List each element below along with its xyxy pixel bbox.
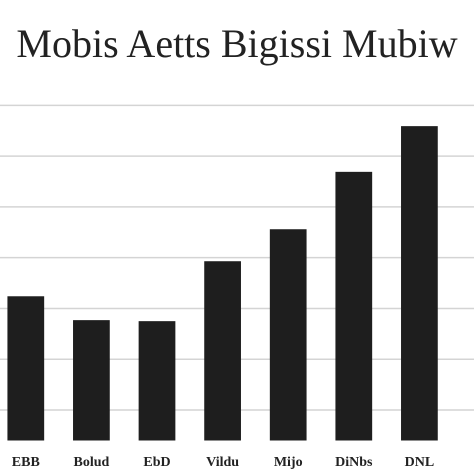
- bar: [401, 126, 438, 441]
- chart-title: Mobis Aetts Bigissi Mubiw: [16, 21, 457, 66]
- bar: [335, 171, 373, 441]
- x-tick-label: Mijo: [274, 455, 303, 470]
- x-tick-label: Vildu: [206, 455, 239, 470]
- bar: [73, 320, 110, 441]
- x-tick-label: DiNbs: [335, 455, 373, 470]
- x-tick-label: DNL: [405, 455, 435, 470]
- x-tick-label: EBB: [12, 455, 40, 470]
- bar: [204, 261, 241, 441]
- x-tick-label: EbD: [143, 455, 170, 470]
- bar: [269, 229, 307, 441]
- bar: [138, 321, 176, 441]
- bar: [7, 296, 45, 441]
- x-tick-label: Bolud: [73, 455, 109, 470]
